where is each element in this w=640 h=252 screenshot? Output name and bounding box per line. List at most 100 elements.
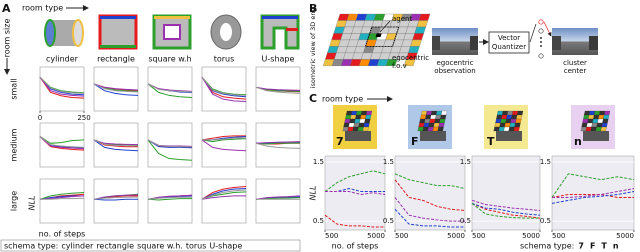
legend-entry: torus	[186, 242, 207, 251]
plot-frame	[394, 155, 466, 231]
room-cell	[502, 110, 509, 116]
curve	[471, 202, 541, 219]
curve	[551, 173, 635, 198]
legend-entry: n	[613, 242, 619, 251]
curve	[324, 170, 386, 192]
room-cell	[604, 110, 611, 116]
x-label: no. of steps	[332, 242, 379, 251]
curve	[471, 202, 540, 219]
codebook	[538, 19, 544, 59]
room-block	[417, 110, 448, 132]
room-cell	[593, 114, 600, 120]
curve	[39, 192, 85, 200]
room-cell	[426, 110, 433, 116]
iso-label: isometric view of 3D env	[309, 8, 317, 89]
room-cell	[427, 126, 434, 132]
curve	[147, 198, 192, 201]
y-tick-label: 0.5	[383, 217, 394, 225]
x-label: no. of steps	[39, 230, 86, 239]
room-block	[580, 110, 611, 132]
curve	[39, 136, 85, 148]
room-cell	[342, 126, 349, 132]
room-cell	[500, 118, 507, 124]
curve	[201, 187, 247, 200]
room-size: large	[10, 191, 19, 211]
room-cell	[417, 126, 424, 132]
iso-env	[322, 13, 431, 66]
room-cell	[590, 126, 597, 132]
room-cell	[581, 122, 588, 128]
room-cell	[357, 126, 364, 132]
room-cell	[592, 118, 599, 124]
x-tick-label: 500	[395, 232, 408, 240]
room-cell	[366, 110, 373, 116]
plot-frame	[39, 66, 85, 112]
observation-label: observation	[434, 67, 475, 75]
curve	[39, 76, 85, 94]
room-cell	[434, 118, 441, 124]
curve	[93, 83, 139, 96]
plot-frame	[147, 66, 193, 112]
room-name: n	[574, 135, 582, 148]
y-label: NLL	[309, 186, 318, 201]
room-cell	[358, 122, 365, 128]
curve	[202, 137, 247, 141]
legend-entry: U-shape	[209, 242, 242, 251]
wall	[589, 36, 598, 50]
room-cell	[595, 126, 602, 132]
plot-frame	[147, 178, 193, 224]
curve	[39, 136, 85, 150]
curve	[325, 191, 386, 195]
curve	[39, 76, 85, 97]
iso-cell	[403, 59, 416, 66]
plot-frame	[551, 155, 635, 231]
plot-frame	[201, 178, 247, 224]
cluster-label: center	[564, 67, 587, 75]
curve	[93, 139, 139, 146]
room-cell	[603, 114, 610, 120]
y-tick-label: 0.5	[460, 217, 471, 225]
room-cell	[515, 118, 522, 124]
room-side	[583, 131, 609, 141]
agent	[375, 33, 382, 38]
room-cell	[507, 110, 514, 116]
room-cell	[600, 126, 607, 132]
curve	[40, 197, 85, 200]
room-cell	[348, 122, 355, 128]
curve	[93, 139, 139, 152]
room-cell	[503, 126, 510, 132]
x-tick-label: 5000	[522, 232, 540, 240]
room-cell	[435, 114, 442, 120]
room-image: 7	[333, 105, 377, 149]
room-cell	[586, 122, 593, 128]
room-block	[342, 110, 373, 132]
curve	[255, 86, 301, 91]
curve	[201, 185, 247, 200]
room-cell	[582, 118, 589, 124]
room-cell	[431, 110, 438, 116]
room-cell	[580, 126, 587, 132]
wall	[432, 36, 440, 50]
room-cell	[441, 110, 448, 116]
fov-box	[364, 26, 400, 47]
y-label: NLL	[28, 196, 37, 211]
curve	[394, 173, 466, 190]
room-size: small	[10, 78, 19, 99]
room-type: rectangle	[97, 55, 135, 64]
room-type-label: room type	[322, 95, 363, 104]
iso-cell	[412, 33, 424, 41]
iso-cell	[410, 39, 422, 47]
room-cell	[430, 114, 437, 120]
room-cell	[423, 122, 430, 128]
curve	[255, 195, 301, 200]
quantizer-label: Vector	[498, 34, 520, 42]
plot-frame	[39, 178, 85, 224]
room-cell	[588, 114, 595, 120]
observation-label: egocentric	[436, 59, 473, 67]
wall	[470, 36, 478, 50]
room-cell	[514, 122, 521, 128]
y-tick-label: 0.5	[540, 217, 551, 225]
plot-frame	[471, 155, 541, 231]
curve	[201, 76, 247, 103]
